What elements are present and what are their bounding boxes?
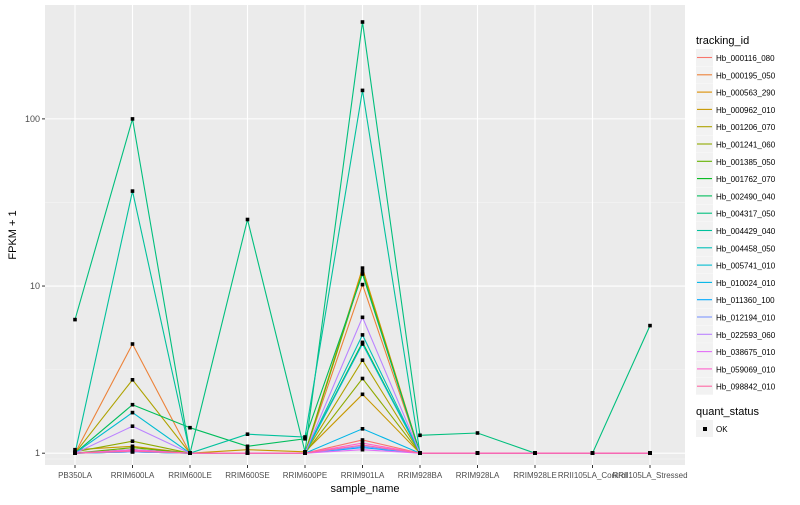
data-point bbox=[73, 317, 77, 322]
x-axis-title: sample_name bbox=[330, 483, 399, 495]
legend-item-label: Hb_000962_010 bbox=[716, 106, 776, 115]
data-point bbox=[188, 425, 192, 430]
y-axis-title: FPKM + 1 bbox=[7, 210, 19, 259]
data-point bbox=[360, 342, 365, 346]
data-point bbox=[475, 431, 480, 435]
legend-item-label: Hb_010024_010 bbox=[716, 279, 776, 288]
legend-item-label: Hb_005741_010 bbox=[716, 262, 776, 271]
legend-item-label: Hb_059069_010 bbox=[716, 365, 776, 374]
data-point bbox=[533, 451, 537, 455]
data-point bbox=[130, 117, 135, 121]
data-point bbox=[188, 451, 192, 455]
data-point bbox=[73, 451, 77, 455]
data-point bbox=[360, 333, 365, 337]
legend-title: tracking_id bbox=[696, 35, 749, 47]
data-point bbox=[360, 447, 365, 452]
x-tick-label: PB350LA bbox=[58, 471, 92, 480]
data-point bbox=[360, 443, 365, 447]
legend-item-label: Hb_001762_070 bbox=[716, 175, 776, 184]
data-point bbox=[418, 451, 422, 455]
x-tick-label: RRIM600LA bbox=[111, 471, 155, 480]
legend-item-label: Hb_022593_060 bbox=[716, 331, 776, 340]
data-point bbox=[360, 20, 365, 24]
legend-item-label: Hb_004429_040 bbox=[716, 227, 776, 236]
data-point bbox=[360, 269, 365, 274]
legend-item-label: Hb_004317_050 bbox=[716, 210, 776, 219]
x-tick-label: RRIM901LA bbox=[341, 471, 385, 480]
data-point bbox=[360, 358, 365, 362]
x-tick-label: RRIM928BA bbox=[398, 471, 443, 480]
legend-item-label: Hb_011360_100 bbox=[716, 296, 775, 305]
data-point bbox=[73, 447, 77, 452]
data-point bbox=[360, 315, 365, 320]
x-tick-label: RRIM600SE bbox=[225, 471, 269, 480]
legend-item-label: Hb_004458_050 bbox=[716, 244, 776, 253]
data-point bbox=[418, 433, 422, 438]
y-tick-label: 10 bbox=[30, 281, 40, 291]
data-point bbox=[360, 427, 365, 431]
data-points bbox=[73, 20, 652, 455]
legend-item-label: Hb_002490_040 bbox=[716, 192, 776, 201]
data-point bbox=[245, 451, 250, 455]
legend-item-label: Hb_001241_060 bbox=[716, 141, 776, 150]
data-point bbox=[303, 435, 307, 439]
legend: tracking_id Hb_000116_080Hb_000195_050Hb… bbox=[696, 35, 776, 437]
data-point bbox=[130, 424, 135, 428]
grid-lines bbox=[45, 5, 685, 465]
data-point bbox=[130, 445, 135, 450]
x-tick-label: RRIM600LE bbox=[168, 471, 212, 480]
legend-shape-title: quant_status bbox=[696, 406, 759, 418]
data-point bbox=[245, 447, 250, 452]
x-axis: PB350LA RRIM600LA RRIM600LE RRIM600SE RRIM60… bbox=[58, 465, 688, 480]
legend-item-label: Hb_098842_010 bbox=[716, 383, 776, 392]
x-tick-label: RRIM928LA bbox=[456, 471, 500, 480]
legend-item-label: Hb_000195_050 bbox=[716, 71, 776, 80]
data-point bbox=[130, 189, 135, 193]
data-point bbox=[360, 376, 365, 381]
data-point bbox=[648, 451, 652, 455]
x-tick-label: RRIM600PE bbox=[283, 471, 327, 480]
data-point bbox=[303, 451, 307, 455]
data-point bbox=[475, 451, 480, 455]
data-point bbox=[130, 402, 135, 407]
data-point bbox=[130, 439, 135, 443]
y-tick-label: 1 bbox=[35, 448, 40, 458]
data-point bbox=[130, 342, 135, 346]
x-tick-label: RRII105LA_Control bbox=[558, 471, 628, 480]
data-point bbox=[360, 266, 365, 270]
data-point bbox=[245, 432, 250, 436]
y-tick-label: 100 bbox=[25, 114, 40, 124]
data-point bbox=[360, 282, 365, 287]
data-point bbox=[360, 88, 365, 93]
legend-item-label: Hb_001206_070 bbox=[716, 123, 776, 132]
legend-shape-marker bbox=[703, 427, 707, 431]
data-point bbox=[360, 441, 365, 445]
legend-item-label: Hb_038675_010 bbox=[716, 348, 776, 357]
data-point bbox=[648, 323, 652, 328]
legend-shape-label: OK bbox=[716, 425, 728, 434]
data-point bbox=[130, 410, 135, 415]
data-point bbox=[245, 217, 250, 222]
legend-item-label: Hb_000563_290 bbox=[716, 89, 776, 98]
data-point bbox=[245, 444, 250, 449]
legend-item-label: Hb_000116_080 bbox=[716, 54, 775, 63]
data-point bbox=[130, 378, 135, 382]
legend-entries: Hb_000116_080 Hb_000195_050 Hb_000563_290 H… bbox=[696, 49, 776, 395]
x-tick-label: RRIM928LE bbox=[513, 471, 557, 480]
legend-item-label: Hb_012194_010 bbox=[716, 314, 776, 323]
x-tick-label: RRII105LA_Stressed bbox=[612, 471, 687, 480]
data-point bbox=[130, 449, 135, 453]
legend-item-label: Hb_001385_050 bbox=[716, 158, 776, 167]
plot-panel bbox=[45, 5, 685, 465]
data-point bbox=[590, 451, 595, 455]
y-axis: 1 10 100 bbox=[25, 114, 45, 458]
data-point bbox=[360, 272, 365, 276]
data-point bbox=[360, 438, 365, 442]
data-point bbox=[360, 392, 365, 397]
